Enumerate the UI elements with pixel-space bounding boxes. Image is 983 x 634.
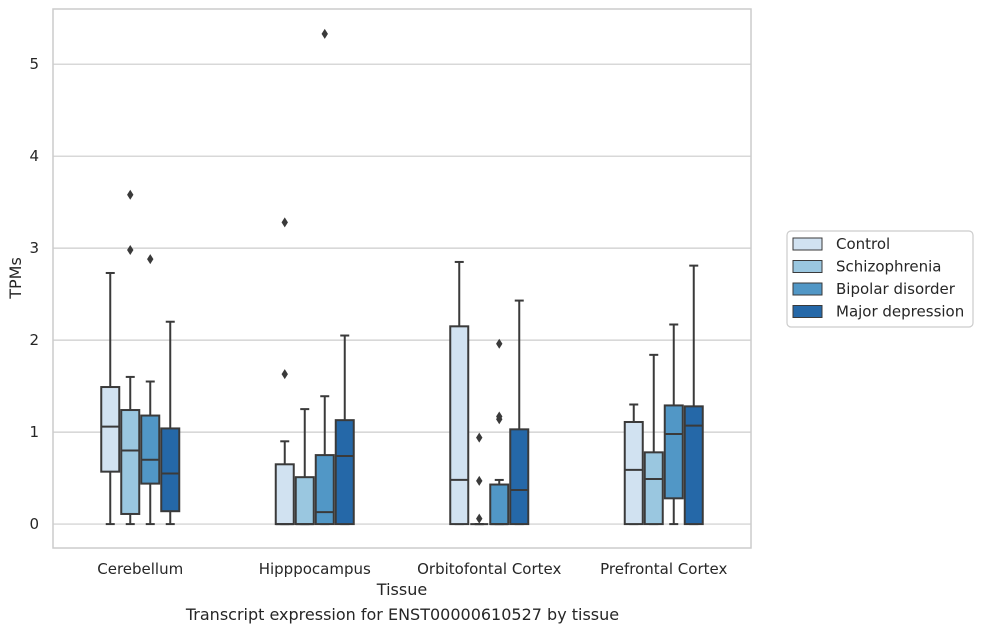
legend-label: Control [836,235,890,253]
y-tick-label-4: 4 [29,147,39,165]
x-tick-label-0: Cerebellum [97,560,183,578]
box-1-0 [120,189,141,526]
box-iqr [643,451,664,526]
legend-label: Bipolar disorder [836,280,956,298]
box-plot-series [100,28,704,526]
box-iqr [683,405,704,526]
outlier-point [281,369,288,380]
box-1-2 [470,432,489,526]
outlier-point [476,432,483,443]
outlier-point [281,217,288,228]
box-3-1 [334,334,355,526]
series-bipolar-disorder [140,28,684,526]
series-major-depression [160,264,704,526]
legend-swatch [792,282,823,296]
legend-item-control: Control [792,235,890,253]
box-3-3 [683,264,704,526]
outlier-point [127,244,134,255]
legend-item-major-depression: Major depression [792,303,964,321]
box-iqr [509,428,530,526]
box-1-3 [643,353,664,526]
box-iqr [449,325,470,526]
box-iqr [489,483,510,526]
legend-item-schizophrenia: Schizophrenia [792,258,941,276]
box-2-1 [314,28,335,526]
legend-swatch [792,237,823,251]
box-iqr [120,409,141,515]
box-iqr [140,414,161,485]
series-control [100,217,644,526]
legend: Control Schizophrenia Bipolar disorder Majo… [786,230,974,328]
legend-label: Major depression [836,303,964,321]
y-axis-label: TPMs [6,257,25,300]
y-tick-label-2: 2 [29,331,39,349]
outlier-point [321,28,328,39]
box-iqr [274,463,295,526]
legend-item-bipolar-disorder: Bipolar disorder [792,280,956,298]
legend-swatch [792,305,823,318]
chart-caption: Transcript expression for ENST0000061052… [185,605,620,624]
outlier-point [147,254,154,265]
box-3-2 [509,299,530,526]
x-tick-label-1: Hipppocampus [259,560,371,578]
outlier-point [476,513,483,524]
box-iqr [663,404,684,500]
box-iqr [160,427,181,513]
box-0-3 [623,403,644,526]
box-2-3 [663,323,684,526]
y-tick-labels: 0 1 2 3 4 5 [29,55,39,533]
x-axis-label: Tissue [376,580,427,599]
box-iqr [314,454,335,526]
x-tick-label-3: Prefrontal Cortex [600,560,727,578]
legend-frame [786,230,974,328]
box-2-2 [489,338,510,526]
box-0-2 [449,260,470,526]
box-iqr [100,386,121,473]
box-3-0 [160,320,181,526]
legend-swatch [792,260,823,273]
outlier-point [476,475,483,486]
y-tick-label-0: 0 [29,515,39,533]
box-iqr [334,419,355,526]
box-0-0 [100,271,121,526]
outlier-point [496,338,503,349]
box-iqr [294,476,315,526]
outlier-point [127,189,134,200]
box-0-1 [274,217,295,526]
plot-frame [52,8,752,549]
box-iqr [623,420,644,526]
x-tick-label-2: Orbitofontal Cortex [417,560,561,578]
y-tick-label-5: 5 [29,55,39,73]
series-schizophrenia [120,189,664,526]
outlier-point [496,411,503,422]
box-1-1 [294,408,315,526]
x-tick-labels: Cerebellum Hipppocampus Orbitofontal Corte… [97,560,727,578]
y-tick-label-3: 3 [29,239,39,257]
y-tick-label-1: 1 [29,423,39,441]
box-2-0 [140,254,161,526]
legend-label: Schizophrenia [836,258,941,276]
